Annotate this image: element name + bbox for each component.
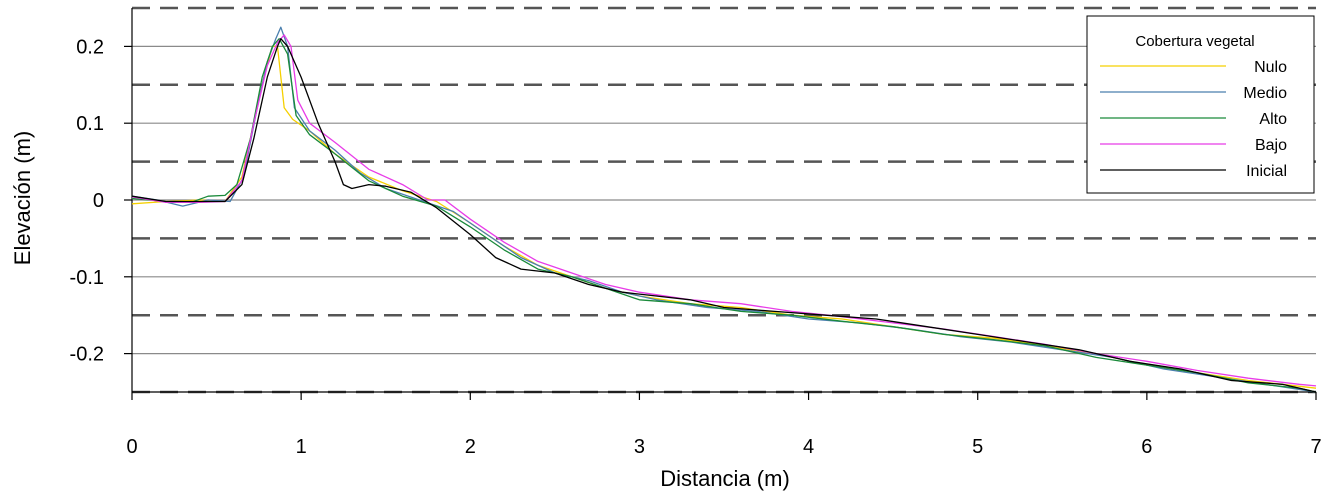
x-tick-label: 7 [1310, 436, 1321, 458]
x-axis-title: Distancia (m) [660, 466, 790, 491]
legend-title: Cobertura vegetal [1135, 33, 1254, 50]
x-tick-label: 5 [972, 436, 983, 458]
legend: Cobertura vegetal Nulo Medio Alto Bajo Inici… [1086, 15, 1315, 194]
series-line-inicial [131, 38, 1317, 393]
series-lines [131, 26, 1317, 393]
legend-box [1086, 15, 1315, 194]
legend-label-nulo: Nulo [1254, 59, 1287, 76]
x-tick-label: 0 [126, 436, 137, 458]
x-tick-label: 6 [1141, 436, 1152, 458]
x-axis-ticks: 0 1 2 3 4 5 6 7 [126, 392, 1322, 458]
legend-label-bajo: Bajo [1255, 137, 1287, 154]
legend-label-inicial: Inicial [1246, 163, 1287, 180]
x-tick-label: 2 [465, 436, 476, 458]
y-tick-label: -0.1 [70, 267, 104, 289]
legend-label-medio: Medio [1243, 85, 1287, 102]
y-tick-label: 0.1 [76, 113, 104, 135]
y-axis-ticks: 0.2 0.1 0 -0.1 -0.2 [70, 36, 132, 366]
x-tick-label: 3 [634, 436, 645, 458]
x-tick-label: 1 [296, 436, 307, 458]
x-tick-label: 4 [803, 436, 814, 458]
y-tick-label: 0.2 [76, 36, 104, 58]
legend-label-alto: Alto [1259, 111, 1287, 128]
y-tick-label: -0.2 [70, 344, 104, 366]
legend-items: Nulo Medio Alto Bajo Inicial [1100, 59, 1287, 180]
y-axis-title: Elevación (m) [10, 131, 35, 265]
y-tick-label: 0 [93, 190, 104, 212]
